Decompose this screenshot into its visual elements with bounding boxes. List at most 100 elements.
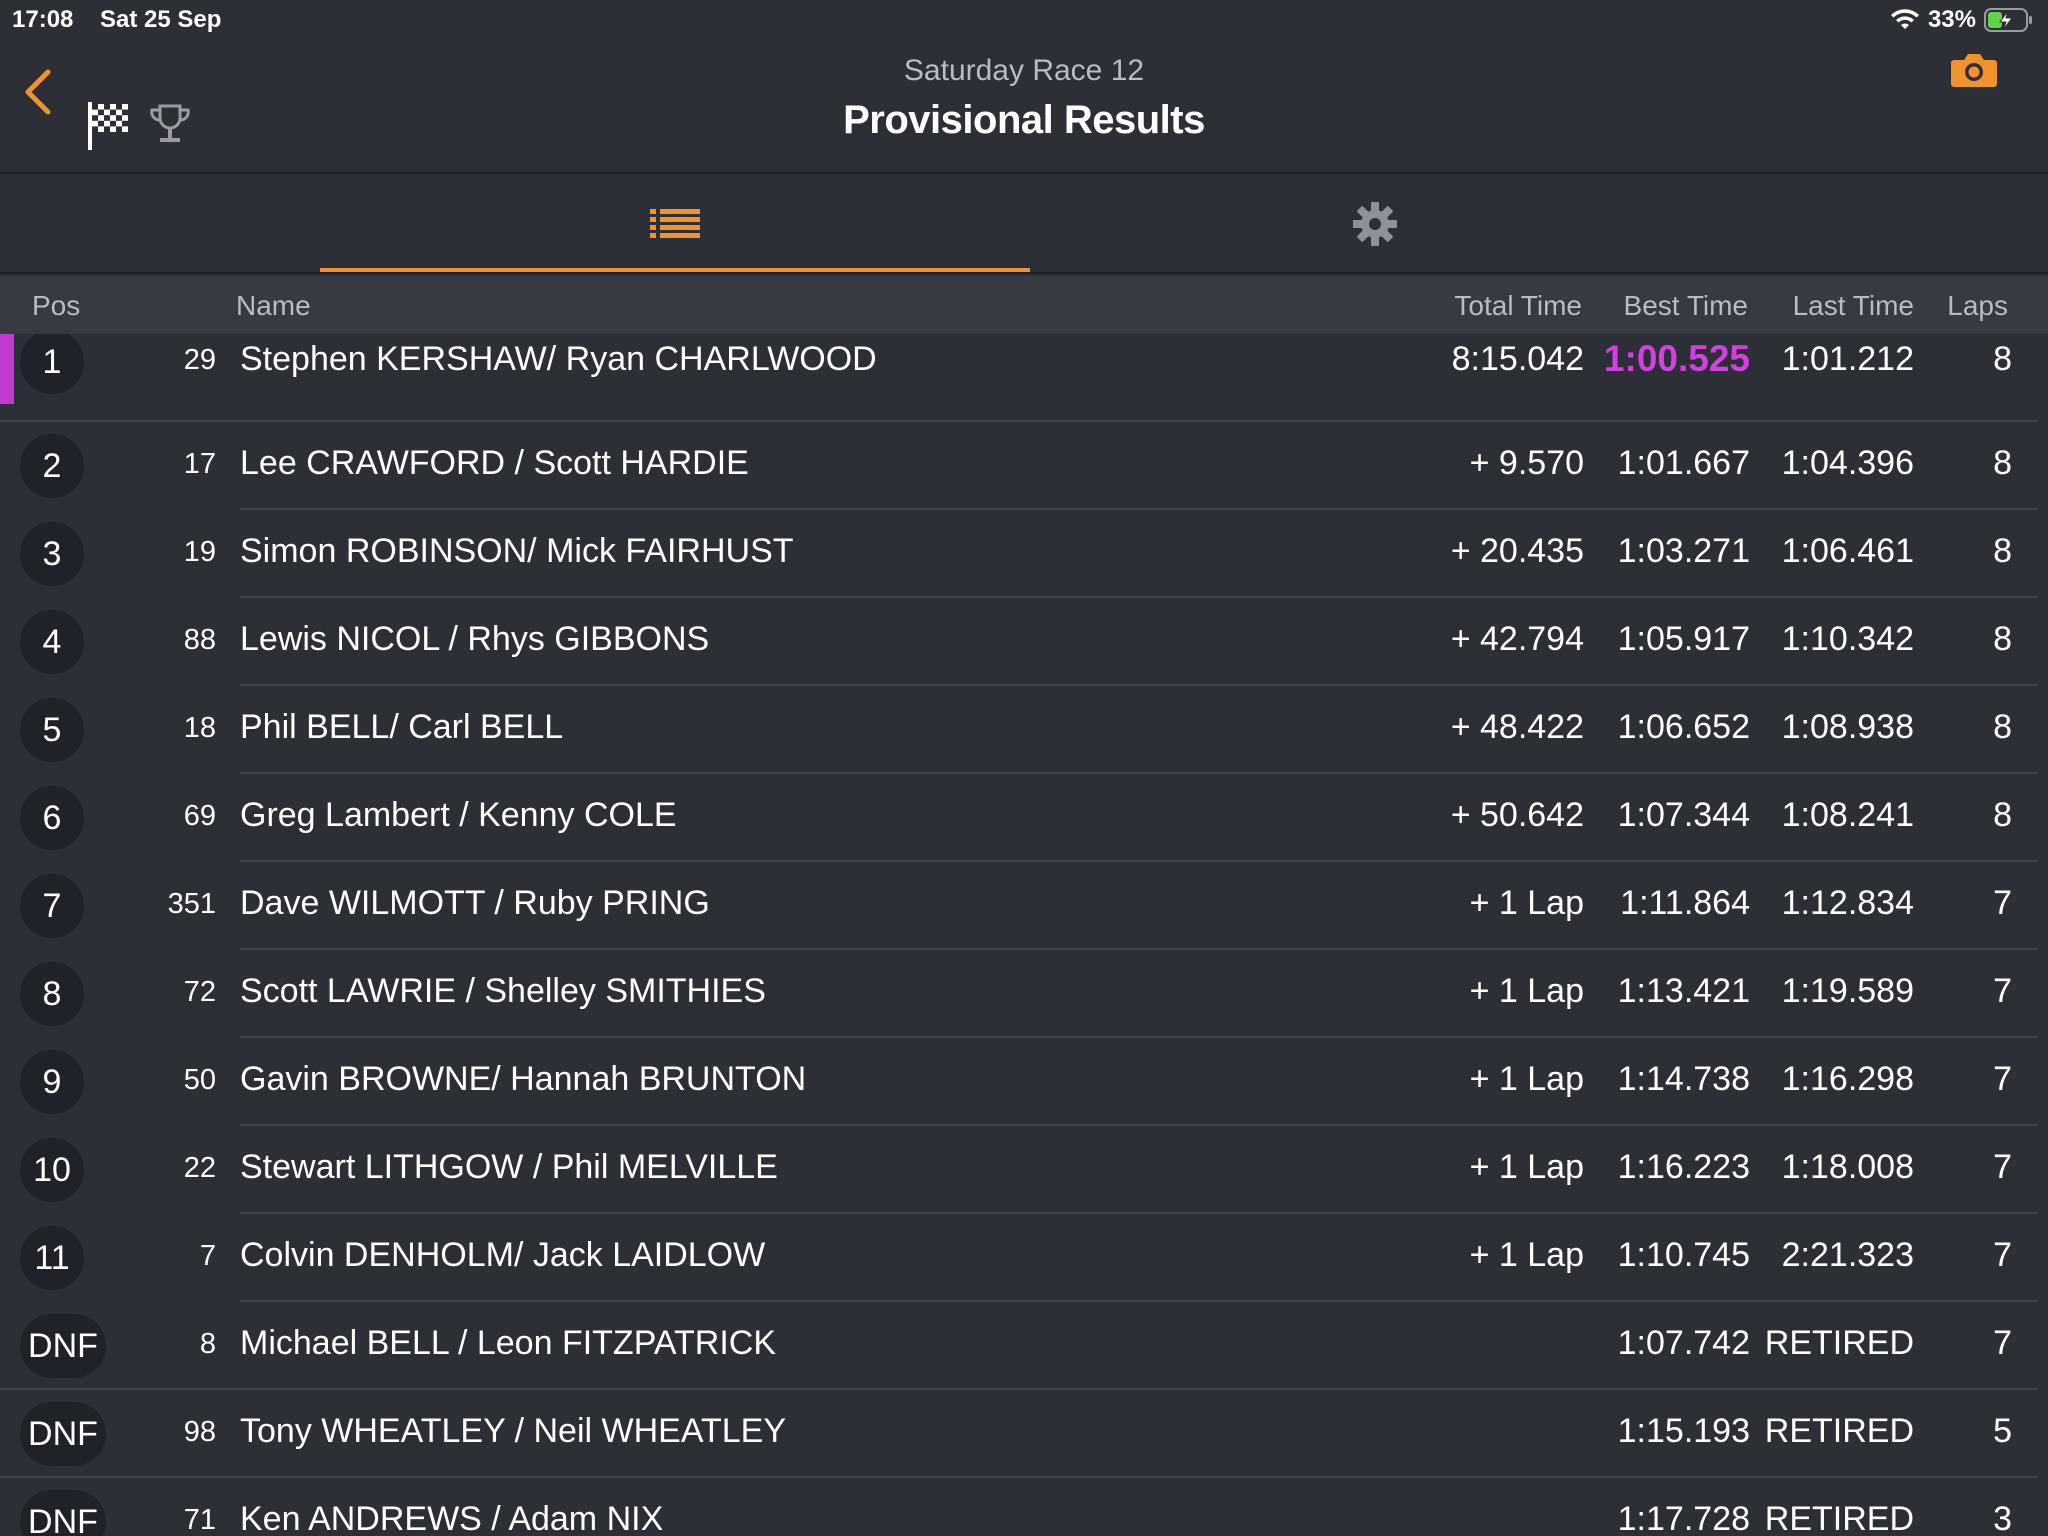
- laps-count: 7: [1993, 972, 2012, 1010]
- status-right: 33%: [1890, 4, 2034, 36]
- trophy-icon[interactable]: [148, 102, 192, 146]
- wifi-icon: [1890, 9, 1919, 29]
- result-row[interactable]: 10 22 Stewart LITHGOW / Phil MELVILLE + 1 L…: [0, 1126, 2048, 1214]
- row-divider: [240, 1212, 2038, 1214]
- last-time: 1:06.461: [1781, 532, 1914, 570]
- position-badge: 9: [20, 1050, 84, 1114]
- position-badge: 8: [20, 962, 84, 1026]
- total-time: + 1 Lap: [1469, 1060, 1584, 1098]
- column-best-time[interactable]: Best Time: [1623, 290, 1748, 321]
- position-badge: 6: [20, 786, 84, 850]
- position-badge: DNF: [20, 1402, 106, 1466]
- gear-icon: [1353, 202, 1397, 246]
- tab-settings[interactable]: [1020, 176, 1730, 272]
- total-time: + 42.794: [1450, 620, 1584, 658]
- car-number: 29: [183, 344, 216, 376]
- best-time: 1:05.917: [1617, 620, 1750, 658]
- position-badge: 5: [20, 698, 84, 762]
- result-row[interactable]: 8 72 Scott LAWRIE / Shelley SMITHIES + 1 La…: [0, 950, 2048, 1038]
- active-tab-indicator: [320, 268, 1030, 272]
- checkered-flag-icon[interactable]: [86, 100, 132, 152]
- laps-count: 8: [1993, 444, 2012, 482]
- driver-names: Tony WHEATLEY / Neil WHEATLEY: [240, 1412, 787, 1450]
- best-time: 1:07.344: [1617, 796, 1750, 834]
- camera-icon: [1951, 54, 1997, 87]
- position-badge: 2: [20, 434, 84, 498]
- last-time: 1:04.396: [1781, 444, 1914, 482]
- driver-names: Phil BELL/ Carl BELL: [240, 708, 564, 746]
- result-row[interactable]: DNF 98 Tony WHEATLEY / Neil WHEATLEY 1:15.1…: [0, 1390, 2048, 1478]
- result-row[interactable]: 5 18 Phil BELL/ Carl BELL + 48.422 1:06.652 1…: [0, 686, 2048, 774]
- best-time: 1:11.864: [1620, 884, 1750, 922]
- result-row[interactable]: 4 88 Lewis NICOL / Rhys GIBBONS + 42.794 1:0…: [0, 598, 2048, 686]
- laps-count: 7: [1993, 1060, 2012, 1098]
- result-row[interactable]: DNF 8 Michael BELL / Leon FITZPATRICK 1:07.…: [0, 1302, 2048, 1390]
- laps-count: 8: [1993, 340, 2012, 378]
- column-laps[interactable]: Laps: [1947, 290, 2008, 321]
- driver-names: Gavin BROWNE/ Hannah BRUNTON: [240, 1060, 807, 1098]
- driver-names: Stewart LITHGOW / Phil MELVILLE: [240, 1148, 778, 1186]
- total-time: + 1 Lap: [1469, 1148, 1584, 1186]
- total-time: 8:15.042: [1451, 340, 1584, 378]
- column-pos[interactable]: Pos: [32, 290, 81, 321]
- row-divider: [0, 420, 2038, 422]
- status-date: Sat 25 Sep: [100, 6, 222, 33]
- tab-bar: [0, 176, 2048, 274]
- result-row[interactable]: 6 69 Greg Lambert / Kenny COLE + 50.642 1:07…: [0, 774, 2048, 862]
- best-time: 1:17.728: [1617, 1500, 1750, 1536]
- total-time: + 20.435: [1450, 532, 1584, 570]
- row-divider: [240, 508, 2038, 510]
- last-time: RETIRED: [1764, 1412, 1914, 1450]
- last-time: 1:08.241: [1781, 796, 1914, 834]
- driver-names: Michael BELL / Leon FITZPATRICK: [240, 1324, 776, 1362]
- last-time: RETIRED: [1764, 1324, 1914, 1362]
- position-badge: 10: [20, 1138, 84, 1202]
- last-time: 1:08.938: [1781, 708, 1914, 746]
- best-time: 1:10.745: [1617, 1236, 1750, 1274]
- status-time: 17:08: [12, 6, 74, 33]
- total-time: + 9.570: [1469, 444, 1584, 482]
- best-time: 1:01.667: [1617, 444, 1750, 482]
- result-row[interactable]: 11 7 Colvin DENHOLM/ Jack LAIDLOW + 1 Lap 1:…: [0, 1214, 2048, 1302]
- tab-results-list[interactable]: [320, 176, 1030, 272]
- result-row[interactable]: 9 50 Gavin BROWNE/ Hannah BRUNTON + 1 Lap 1:…: [0, 1038, 2048, 1126]
- back-button[interactable]: [16, 60, 60, 124]
- last-time: 1:01.212: [1781, 340, 1914, 378]
- best-time: 1:15.193: [1617, 1412, 1750, 1450]
- best-time: 1:06.652: [1617, 708, 1750, 746]
- last-time: 1:16.298: [1781, 1060, 1914, 1098]
- row-divider: [240, 772, 2038, 774]
- driver-names: Greg Lambert / Kenny COLE: [240, 796, 677, 834]
- column-total-time[interactable]: Total Time: [1454, 290, 1582, 321]
- driver-names: Dave WILMOTT / Ruby PRING: [240, 884, 710, 922]
- position-badge: 1: [20, 334, 84, 394]
- result-row[interactable]: 1 29 Stephen KERSHAW/ Ryan CHARLWOOD 8:15.0…: [0, 334, 2048, 422]
- header: Saturday Race 12 Provisional Results: [0, 40, 2048, 174]
- laps-count: 5: [1993, 1412, 2012, 1450]
- laps-count: 8: [1993, 620, 2012, 658]
- car-number: 22: [183, 1152, 216, 1184]
- race-subtitle: Saturday Race 12: [903, 54, 1145, 87]
- total-time: + 1 Lap: [1469, 884, 1584, 922]
- car-number: 19: [183, 536, 216, 568]
- laps-count: 7: [1993, 1148, 2012, 1186]
- results-table: 1 29 Stephen KERSHAW/ Ryan CHARLWOOD 8:15.0…: [0, 334, 2048, 1536]
- row-divider: [0, 1388, 2038, 1390]
- camera-button[interactable]: [1950, 50, 2002, 94]
- best-time: 1:00.525: [1603, 338, 1750, 379]
- car-number: 69: [183, 800, 216, 832]
- result-row[interactable]: 2 17 Lee CRAWFORD / Scott HARDIE + 9.570 1:0…: [0, 422, 2048, 510]
- result-row[interactable]: 7 351 Dave WILMOTT / Ruby PRING + 1 Lap 1:11…: [0, 862, 2048, 950]
- column-last-time[interactable]: Last Time: [1792, 290, 1914, 321]
- car-number: 50: [183, 1064, 216, 1096]
- result-row[interactable]: 3 19 Simon ROBINSON/ Mick FAIRHUST + 20.435…: [0, 510, 2048, 598]
- laps-count: 8: [1993, 532, 2012, 570]
- status-bar: 17:08 Sat 25 Sep 33%: [0, 0, 2048, 40]
- last-time: 1:19.589: [1781, 972, 1914, 1010]
- column-name[interactable]: Name: [236, 290, 311, 321]
- result-row[interactable]: DNF 71 Ken ANDREWS / Adam NIX 1:17.728 RETIR…: [0, 1478, 2048, 1536]
- laps-count: 7: [1993, 884, 2012, 922]
- total-time: + 1 Lap: [1469, 972, 1584, 1010]
- car-number: 7: [199, 1240, 216, 1272]
- battery-percent: 33%: [1927, 6, 1976, 33]
